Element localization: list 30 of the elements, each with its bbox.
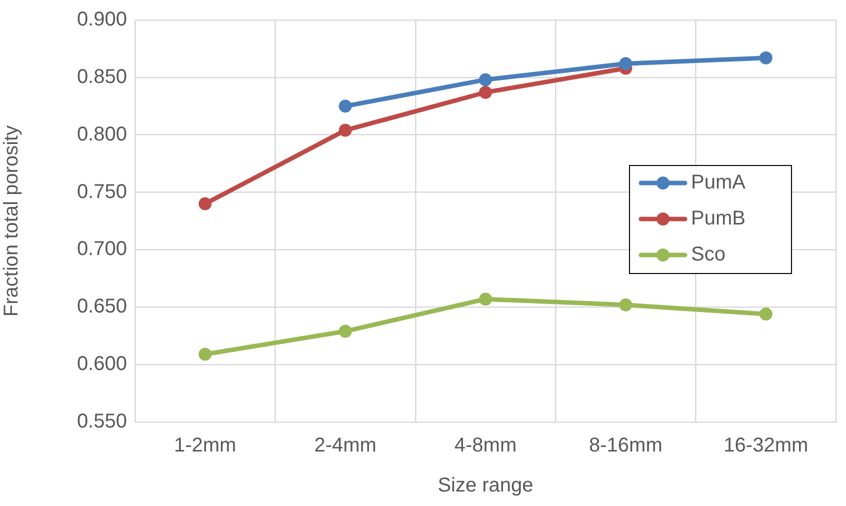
y-tick-label: 0.750 [76, 180, 127, 203]
x-tick-label: 16-32mm [724, 434, 808, 457]
y-tick-label: 0.550 [76, 410, 127, 433]
y-tick-label: 0.700 [76, 238, 127, 260]
point [619, 57, 632, 70]
point [479, 86, 492, 99]
point [619, 298, 632, 312]
legend-label: PumB [691, 208, 746, 230]
x-tick-label: 2-4mm [314, 434, 376, 457]
x-tick-label: 4-8mm [454, 434, 517, 457]
point [759, 51, 772, 64]
y-tick-label: 0.650 [76, 296, 127, 318]
y-axis-title: Fraction total porosity [0, 125, 23, 317]
point [338, 324, 352, 338]
x-tick-label: 1-2mm [174, 434, 236, 457]
y-tick-label: 0.900 [76, 8, 127, 31]
point [338, 100, 352, 113]
point [479, 292, 492, 306]
legend-label: PumA [691, 172, 746, 194]
y-tick-label: 0.800 [76, 123, 127, 146]
point [338, 124, 352, 137]
legend-label: Sco [691, 244, 726, 266]
y-tick-label: 0.850 [76, 66, 127, 88]
y-tick-label: 0.600 [76, 353, 127, 376]
point [198, 348, 212, 361]
point [759, 308, 772, 321]
x-axis-title: Size range [438, 474, 534, 497]
point [479, 73, 492, 86]
x-tick-label: 8-16mm [589, 434, 662, 457]
point [198, 197, 212, 210]
